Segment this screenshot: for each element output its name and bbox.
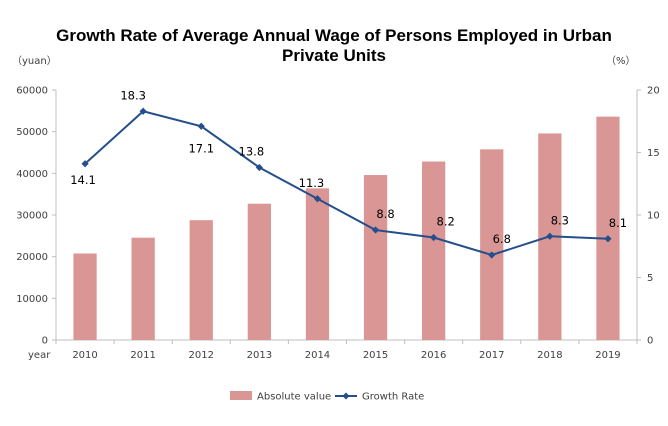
legend-label-absolute-value: Absolute value [257, 392, 331, 403]
growth-rate-marker [139, 107, 147, 115]
legend-swatch-absolute-value [230, 391, 252, 400]
left-axis-unit: （yuan） [12, 55, 57, 67]
legend-marker-growth-rate [342, 392, 350, 400]
left-tick-label: 50000 [16, 127, 48, 138]
x-tick-label: 2015 [363, 350, 388, 361]
chart-title-line-2: Private Units [282, 46, 386, 65]
bar [422, 161, 446, 340]
right-tick-label: 0 [647, 336, 653, 347]
left-tick-label: 0 [42, 336, 48, 347]
growth-rate-marker [371, 226, 380, 234]
bar [131, 237, 155, 340]
left-tick-label: 40000 [16, 169, 48, 180]
right-tick-label: 10 [647, 211, 660, 222]
growth-rate-data-label: 11.3 [299, 176, 325, 190]
growth-rate-marker [197, 122, 205, 130]
growth-rate-data-label: 8.8 [376, 207, 394, 221]
bar [189, 220, 213, 340]
left-tick-label: 60000 [16, 86, 48, 97]
growth-rate-marker [488, 251, 496, 259]
x-tick-label: 2012 [189, 350, 214, 361]
growth-rate-data-label: 14.1 [70, 173, 96, 187]
growth-rate-marker [604, 235, 612, 243]
bar [247, 203, 271, 340]
growth-rate-data-label: 8.3 [551, 213, 569, 227]
bar [480, 149, 504, 340]
growth-rate-data-label: 6.8 [493, 232, 511, 246]
right-tick-label: 15 [647, 148, 660, 159]
right-axis-unit: （%） [606, 55, 636, 67]
bar [73, 253, 97, 340]
x-tick-label: 2017 [479, 350, 504, 361]
x-axis-label: year [28, 350, 51, 361]
growth-rate-marker [81, 160, 89, 168]
chart-title-line-1: Growth Rate of Average Annual Wage of Pe… [56, 26, 612, 45]
bar [596, 116, 620, 341]
x-tick-label: 2011 [130, 350, 155, 361]
growth-rate-marker [430, 233, 438, 242]
bar [305, 188, 330, 340]
growth-rate-marker [546, 232, 554, 240]
growth-rate-marker [313, 195, 322, 203]
growth-rate-marker [255, 163, 263, 172]
left-tick-label: 30000 [16, 211, 48, 222]
bar [363, 175, 388, 340]
growth-rate-data-label: 13.8 [239, 145, 265, 159]
right-tick-label: 20 [647, 86, 660, 97]
chart-title: Growth Rate of Average Annual Wage of Pe… [0, 26, 668, 66]
growth-rate-data-label: 17.1 [188, 141, 214, 155]
left-tick-label: 20000 [16, 252, 48, 263]
x-tick-label: 2019 [595, 350, 620, 361]
x-tick-label: 2018 [537, 350, 562, 361]
x-tick-label: 2014 [305, 350, 330, 361]
growth-rate-data-label: 8.2 [437, 215, 455, 229]
growth-rate-data-label: 18.3 [120, 88, 146, 102]
x-tick-label: 2010 [72, 350, 97, 361]
x-tick-label: 2016 [421, 350, 446, 361]
legend-label-growth-rate: Growth Rate [362, 392, 424, 403]
right-tick-label: 5 [647, 273, 653, 284]
growth-rate-data-label: 8.1 [609, 216, 627, 230]
left-tick-label: 10000 [16, 294, 48, 305]
growth-rate-line [84, 110, 608, 257]
x-tick-label: 2013 [247, 350, 272, 361]
